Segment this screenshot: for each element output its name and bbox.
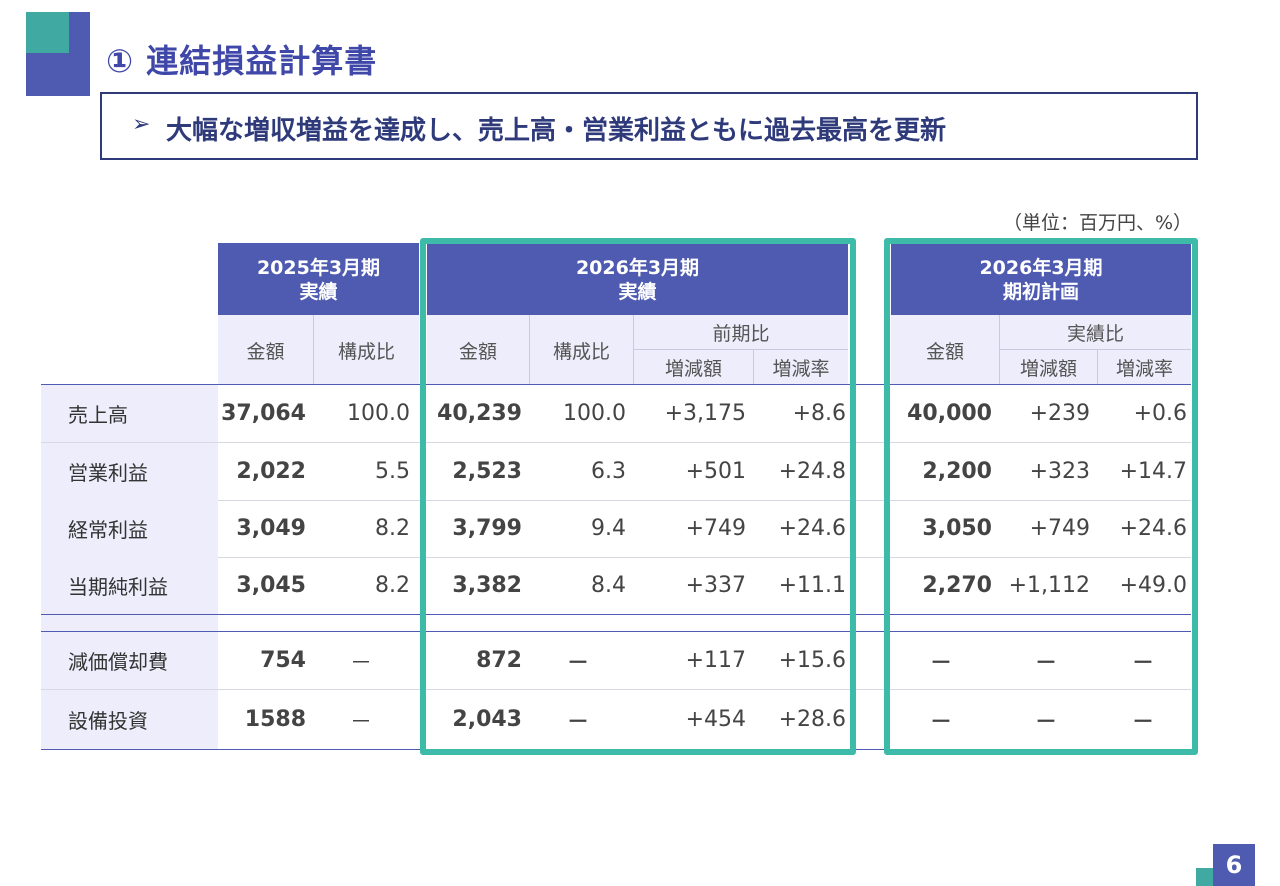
cell-a2025: 1588 bbox=[244, 707, 306, 732]
subheader-rate-2026: 増減率 bbox=[754, 350, 848, 385]
cell-rate: +8.6 bbox=[792, 401, 846, 426]
cell-pchg: +239 bbox=[1029, 401, 1090, 426]
subheader-yoy: 前期比 bbox=[634, 315, 848, 350]
cell-r2025: 5.5 bbox=[375, 459, 410, 484]
cell-chg: +3,175 bbox=[664, 401, 746, 426]
page-accent bbox=[1196, 868, 1213, 886]
cell-chg: +117 bbox=[685, 648, 746, 673]
cell-a2025: 37,064 bbox=[221, 401, 306, 426]
cell-rate: +15.6 bbox=[778, 648, 846, 673]
subtitle-box: ➢ 大幅な増収増益を達成し、売上高・営業利益ともに過去最高を更新 bbox=[100, 92, 1198, 160]
header-fy2025-line2: 実績 bbox=[299, 281, 338, 303]
subheader-change-2026: 増減額 bbox=[634, 350, 754, 385]
cell-prate: +0.6 bbox=[1133, 401, 1187, 426]
cell-r2026: 9.4 bbox=[591, 516, 626, 541]
row-label: 減価償却費 bbox=[41, 632, 218, 689]
cell-pchg: － bbox=[1034, 650, 1057, 676]
cell-r2025: － bbox=[349, 650, 372, 676]
row-divider bbox=[41, 614, 1191, 615]
header-plan-line1: 2026年3月期 bbox=[979, 257, 1103, 279]
cell-pchg: +323 bbox=[1029, 459, 1090, 484]
cell-chg: +501 bbox=[685, 459, 746, 484]
row-divider bbox=[41, 631, 1191, 632]
subheader-ratio-2026: 構成比 bbox=[530, 315, 634, 385]
subheader-change-plan: 増減額 bbox=[1000, 350, 1098, 385]
arrow-icon: ➢ bbox=[132, 112, 151, 137]
fy2026-highlight-frame bbox=[420, 238, 856, 755]
cell-r2026: 8.4 bbox=[591, 573, 626, 598]
cell-a2025: 754 bbox=[260, 648, 306, 673]
row-divider bbox=[41, 442, 1191, 443]
cell-plan: 2,200 bbox=[922, 459, 992, 484]
cell-rate: +24.8 bbox=[778, 459, 846, 484]
row-divider bbox=[41, 689, 1191, 690]
cell-prate: － bbox=[1131, 650, 1154, 676]
cell-plan: 40,000 bbox=[907, 401, 992, 426]
row-divider bbox=[41, 557, 1191, 558]
subheader-ratio-2025: 構成比 bbox=[314, 315, 419, 385]
logo-accent bbox=[26, 12, 69, 53]
cell-r2026: － bbox=[566, 650, 589, 676]
cell-r2026: 6.3 bbox=[591, 459, 626, 484]
cell-r2025: 8.2 bbox=[375, 516, 410, 541]
cell-r2026: 100.0 bbox=[563, 401, 626, 426]
cell-a2026: 3,799 bbox=[452, 516, 522, 541]
header-divider bbox=[41, 384, 1191, 385]
cell-a2025: 3,049 bbox=[236, 516, 306, 541]
cell-rate: +24.6 bbox=[778, 516, 846, 541]
cell-rate: +11.1 bbox=[778, 573, 846, 598]
row-label: 設備投資 bbox=[41, 690, 218, 749]
cell-prate: +14.7 bbox=[1119, 459, 1187, 484]
cell-pchg: － bbox=[1034, 709, 1057, 735]
header-plan-line2: 期初計画 bbox=[1002, 281, 1079, 303]
cell-plan: － bbox=[929, 709, 952, 735]
cell-a2025: 2,022 bbox=[236, 459, 306, 484]
header-fy2026: 2026年3月期 実績 bbox=[427, 243, 848, 315]
subheader-vs-plan: 実績比 bbox=[1000, 315, 1191, 350]
subheader-amount-2025: 金額 bbox=[218, 315, 314, 385]
cell-plan: － bbox=[929, 650, 952, 676]
plan-highlight-frame bbox=[884, 238, 1198, 755]
cell-a2026: 40,239 bbox=[437, 401, 522, 426]
row-divider bbox=[41, 500, 1191, 501]
cell-prate: +24.6 bbox=[1119, 516, 1187, 541]
row-label: 営業利益 bbox=[41, 443, 218, 500]
cell-rate: +28.6 bbox=[778, 707, 846, 732]
cell-chg: +337 bbox=[685, 573, 746, 598]
page-title: ① 連結損益計算書 bbox=[106, 42, 378, 80]
cell-r2025: 100.0 bbox=[347, 401, 410, 426]
cell-chg: +749 bbox=[685, 516, 746, 541]
cell-pchg: +1,112 bbox=[1008, 573, 1090, 598]
unit-label: （単位：百万円、%） bbox=[1002, 212, 1192, 234]
subheader-amount-2026: 金額 bbox=[427, 315, 530, 385]
cell-plan: 3,050 bbox=[922, 516, 992, 541]
cell-chg: +454 bbox=[685, 707, 746, 732]
header-fy2025-line1: 2025年3月期 bbox=[256, 257, 381, 279]
row-spacer bbox=[41, 615, 218, 631]
header-fy2025: 2025年3月期 実績 bbox=[218, 243, 419, 315]
subheader-amount-plan: 金額 bbox=[891, 315, 1000, 385]
cell-plan: 2,270 bbox=[922, 573, 992, 598]
cell-a2026: 2,043 bbox=[452, 707, 522, 732]
header-plan: 2026年3月期 期初計画 bbox=[891, 243, 1191, 315]
cell-r2025: 8.2 bbox=[375, 573, 410, 598]
subtitle-text: 大幅な増収増益を達成し、売上高・営業利益ともに過去最高を更新 bbox=[166, 116, 947, 146]
row-label: 当期純利益 bbox=[41, 557, 218, 614]
row-label: 経常利益 bbox=[41, 500, 218, 557]
cell-pchg: +749 bbox=[1029, 516, 1090, 541]
cell-a2025: 3,045 bbox=[236, 573, 306, 598]
cell-a2026: 872 bbox=[476, 648, 522, 673]
page-number: 6 bbox=[1213, 844, 1255, 886]
header-fy2026-line2: 実績 bbox=[618, 281, 657, 303]
cell-r2025: － bbox=[349, 709, 372, 735]
cell-a2026: 2,523 bbox=[452, 459, 522, 484]
cell-prate: － bbox=[1131, 709, 1154, 735]
subheader-rate-plan: 増減率 bbox=[1098, 350, 1191, 385]
header-fy2026-line1: 2026年3月期 bbox=[575, 257, 700, 279]
cell-prate: +49.0 bbox=[1119, 573, 1187, 598]
row-label: 売上高 bbox=[41, 385, 218, 442]
cell-r2026: － bbox=[566, 709, 589, 735]
cell-a2026: 3,382 bbox=[452, 573, 522, 598]
